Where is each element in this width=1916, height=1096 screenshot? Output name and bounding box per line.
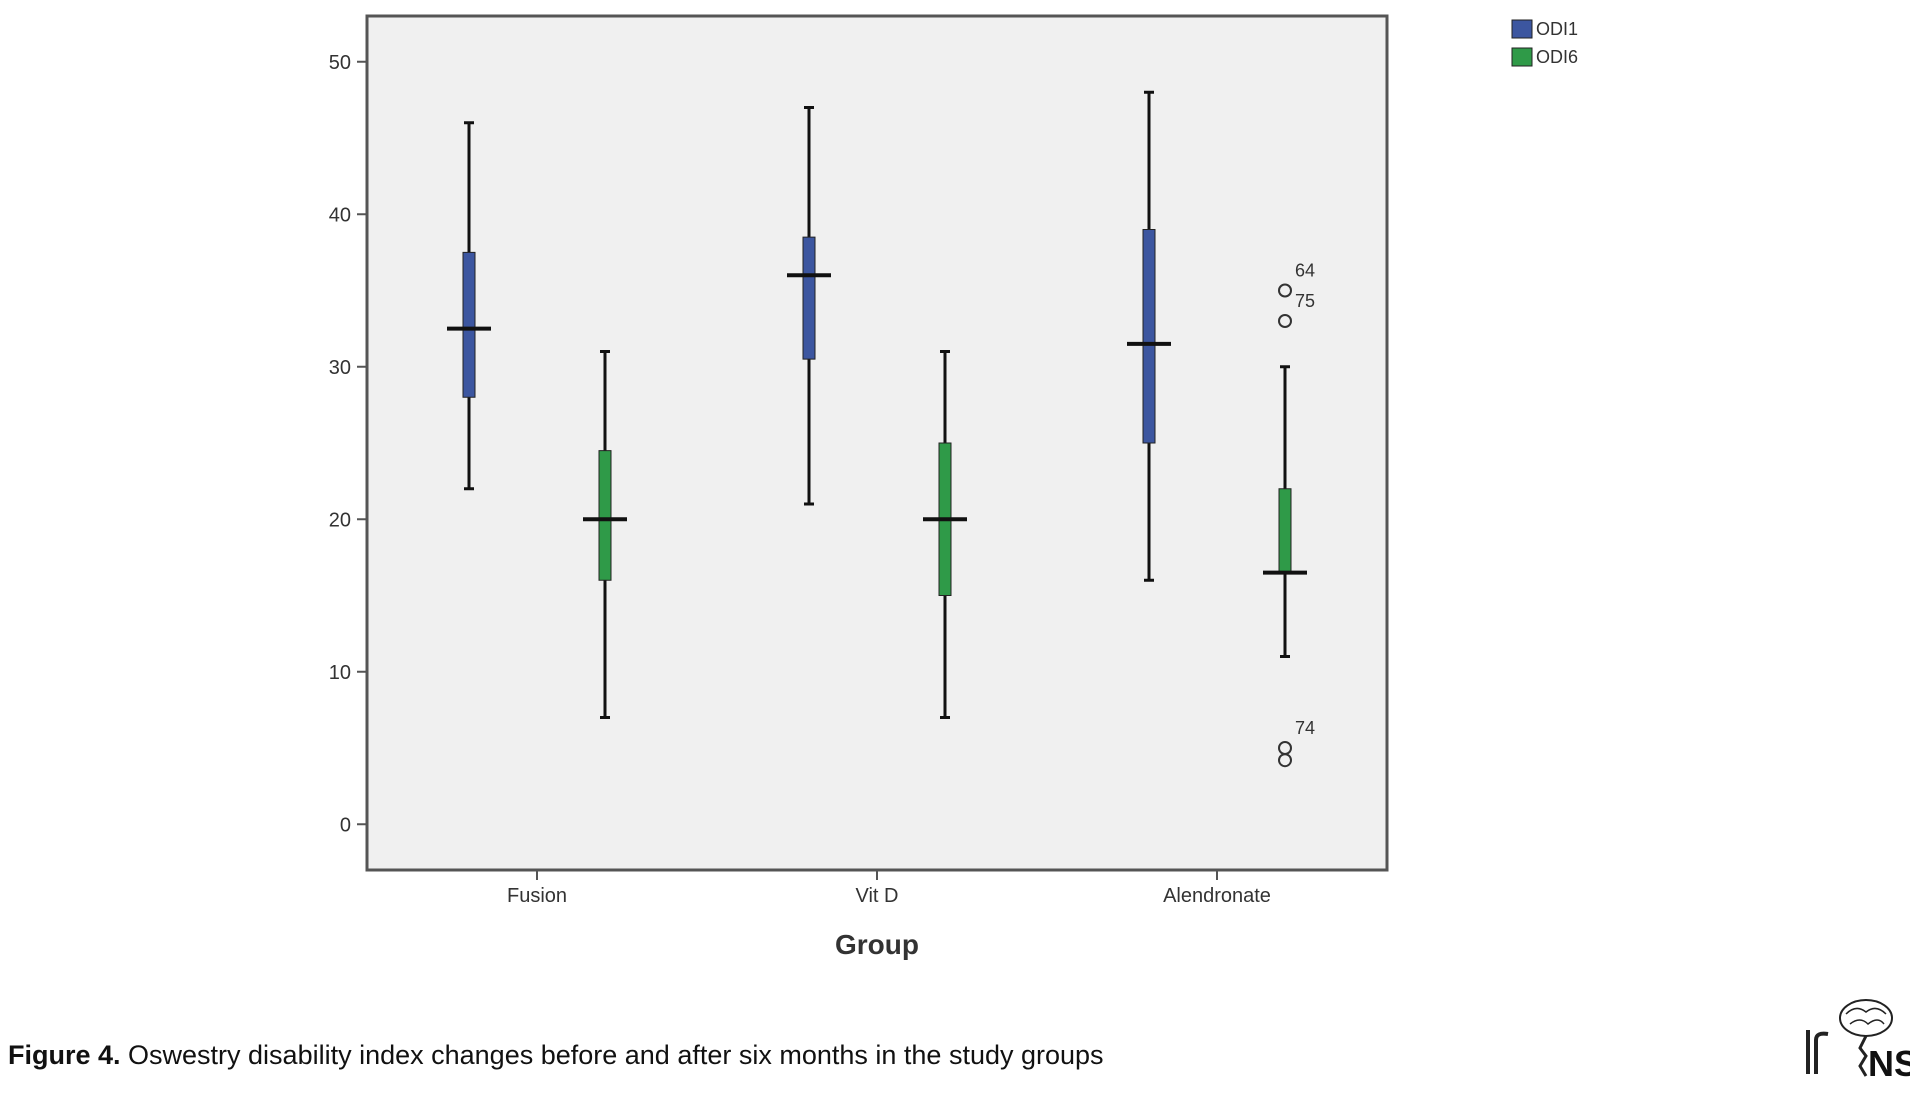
legend-swatch-odi6	[1511, 47, 1533, 67]
y-axis: 0 10 20 30 40 50	[329, 52, 367, 836]
box-odi1-alendronate	[1127, 90, 1171, 582]
legend-label-odi1: ODI1	[1536, 19, 1578, 39]
box-odi1-vit-d	[787, 106, 831, 506]
box-odi6-fusion	[583, 350, 627, 719]
outlier-points: 64 75 74	[1278, 261, 1315, 768]
svg-text:NS: NS	[1868, 1043, 1910, 1080]
outlier-label: 75	[1295, 291, 1315, 311]
x-axis: Fusion Vit D Alendronate	[507, 870, 1271, 907]
figure-caption-text: Oswestry disability index changes before…	[120, 1040, 1104, 1070]
figure-caption-label: Figure 4.	[8, 1040, 121, 1070]
outlier-label: 74	[1295, 718, 1315, 738]
iqr-box	[462, 251, 476, 398]
x-tick-label: Vit D	[856, 885, 899, 907]
legend-swatch-odi1	[1511, 19, 1533, 39]
irjns-logo: NS	[1800, 996, 1916, 1084]
box-odi6-vit-d	[923, 350, 967, 719]
box-series	[447, 90, 1307, 719]
outlier-marker	[1278, 314, 1292, 328]
box-odi1-fusion	[447, 121, 491, 491]
iqr-box	[598, 450, 612, 581]
x-tick-label: Alendronate	[1163, 885, 1271, 907]
outlier-marker	[1278, 753, 1292, 768]
iqr-box	[802, 236, 816, 360]
legend-label-odi6: ODI6	[1536, 47, 1578, 67]
plot-area	[365, 14, 1389, 872]
y-tick-label: 50	[329, 52, 351, 74]
iqr-box	[1278, 488, 1292, 574]
iqr-box	[1142, 229, 1156, 444]
box-odi6-alendronate	[1263, 365, 1307, 658]
figure-caption: Figure 4. Oswestry disability index chan…	[8, 1040, 1104, 1071]
outlier-marker	[1278, 283, 1292, 298]
x-tick-label: Fusion	[507, 885, 567, 907]
outlier-label: 64	[1295, 261, 1315, 281]
y-tick-label: 0	[340, 814, 351, 836]
y-tick-label: 20	[329, 509, 351, 531]
legend: ODI1 ODI6	[1511, 19, 1578, 67]
y-tick-label: 30	[329, 357, 351, 379]
y-tick-label: 10	[329, 662, 351, 684]
y-tick-label: 40	[329, 204, 351, 226]
x-axis-title: Group	[835, 929, 919, 960]
